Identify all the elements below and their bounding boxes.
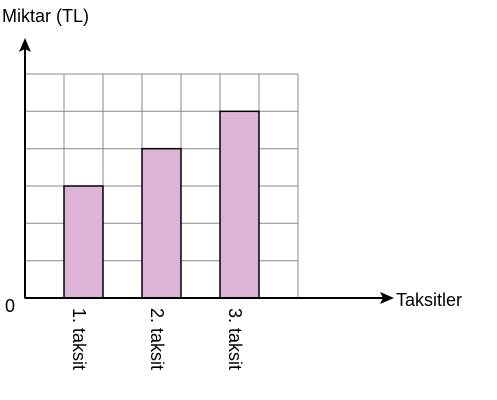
y-axis-label: Miktar (TL) (2, 6, 89, 26)
bar (142, 149, 181, 298)
page: {"chart_data": {"type": "bar", "x_label"… (0, 0, 497, 400)
x-axis-label: Taksitler (396, 290, 462, 310)
chart: Miktar (TL) Taksitler 0 1. taksit 2. taksi… (0, 0, 497, 400)
x-tick-label: 2. taksit (147, 308, 167, 370)
bar (220, 111, 259, 298)
x-tick-label: 1. taksit (69, 308, 89, 370)
bars (64, 111, 259, 298)
y-tick-label: 0 (5, 296, 15, 316)
x-tick-label: 3. taksit (225, 308, 245, 370)
bar (64, 186, 103, 298)
